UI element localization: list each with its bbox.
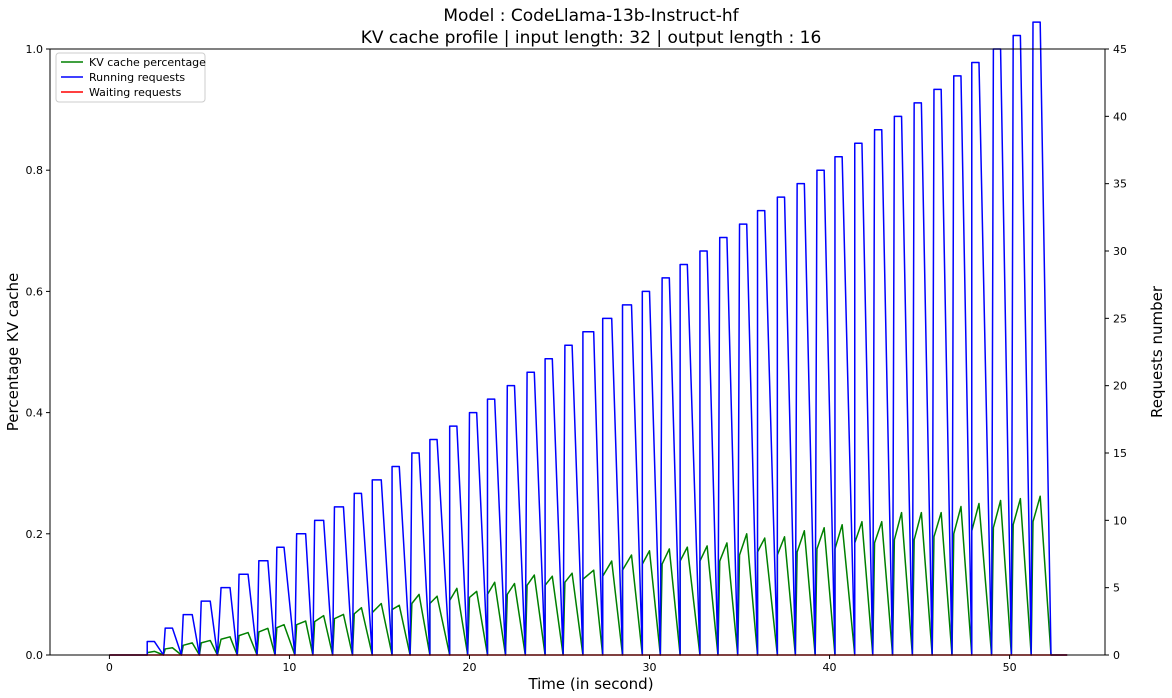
right-y-tick-label: 30 [1113, 245, 1127, 258]
x-axis-title: Time (in second) [527, 675, 653, 693]
series-line-running-requests [109, 21, 1068, 656]
legend-box [55, 52, 206, 103]
x-tick-label: 20 [462, 661, 476, 674]
x-tick-label: 10 [282, 661, 296, 674]
x-tick-label: 50 [1003, 661, 1017, 674]
right-y-tick-label: 35 [1113, 178, 1127, 191]
axes-layer: 0 10 20 30 40 50 0.0 0.2 0.4 0.6 0.8 1.0 0 5 10 15 20 25 3… [26, 43, 1128, 674]
left-y-tick-label: 0.6 [26, 285, 44, 298]
right-y-tick-label: 0 [1113, 649, 1120, 662]
right-y-axis-title: Requests number [1148, 285, 1166, 418]
left-y-tick-label: 1.0 [26, 43, 44, 56]
left-y-tick-label: 0.4 [26, 407, 44, 420]
x-tick-label: 0 [106, 661, 113, 674]
chart-subtitle: KV cache profile | input length: 32 | ou… [361, 28, 822, 48]
right-y-tick-label: 20 [1113, 380, 1127, 393]
legend-label: Running requests [89, 71, 185, 84]
right-y-tick-label: 10 [1113, 514, 1127, 527]
left-y-tick-label: 0.0 [26, 649, 44, 662]
x-tick-label: 30 [643, 661, 657, 674]
right-y-tick-label: 40 [1113, 110, 1127, 123]
left-y-tick-label: 0.2 [26, 528, 44, 541]
legend-label: KV cache percentage [89, 56, 206, 69]
right-y-tick-label: 25 [1113, 312, 1127, 325]
x-tick-label: 40 [823, 661, 837, 674]
left-y-tick-label: 0.8 [26, 164, 44, 177]
right-y-tick-label: 15 [1113, 447, 1127, 460]
right-y-tick-label: 45 [1113, 43, 1127, 56]
series-line-kv-cache-percentage [109, 495, 1068, 656]
chart-title: Model : CodeLlama-13b-Instruct-hf [443, 6, 739, 26]
legend: KV cache percentage Running requests Waiti… [55, 52, 206, 103]
plot-frame [49, 48, 1106, 656]
right-y-tick-label: 5 [1113, 582, 1120, 595]
left-y-axis-title: Percentage KV cache [4, 273, 22, 431]
legend-label: Waiting requests [89, 86, 182, 99]
